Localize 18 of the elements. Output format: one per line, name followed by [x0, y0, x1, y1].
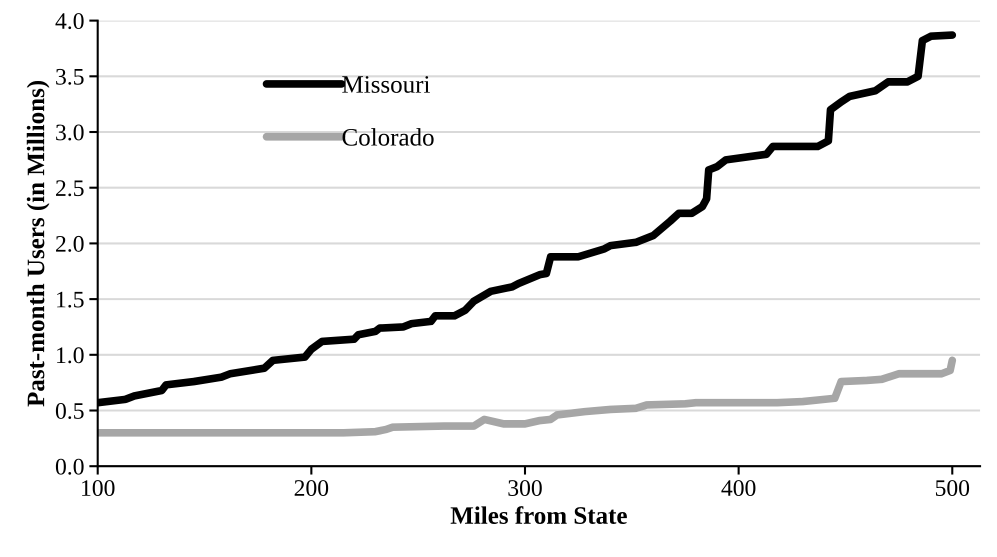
y-axis-title: Past-month Users (in Millions): [26, 80, 50, 407]
x-axis-title: Miles from State: [450, 506, 627, 524]
y-tick-label: 4.0: [55, 13, 84, 30]
legend-label: Missouri: [342, 76, 430, 93]
x-tick-label: 100: [82, 480, 115, 496]
x-tick-label: 400: [721, 480, 756, 496]
y-tick-label: 1.0: [57, 347, 84, 364]
x-tick-label: 200: [294, 480, 328, 496]
y-tick-label: 3.5: [56, 68, 84, 85]
y-tick-label: 3.0: [56, 124, 84, 141]
legend-label: Colorado: [342, 128, 434, 146]
x-tick-label: 500: [936, 480, 970, 496]
y-tick-label: 2.0: [56, 236, 84, 252]
y-tick-label: 0.0: [56, 458, 84, 475]
x-tick-label: 300: [508, 480, 542, 496]
y-tick-label: 1.5: [57, 292, 84, 308]
y-tick-label: 0.5: [56, 403, 84, 420]
y-tick-label: 2.5: [56, 180, 84, 196]
